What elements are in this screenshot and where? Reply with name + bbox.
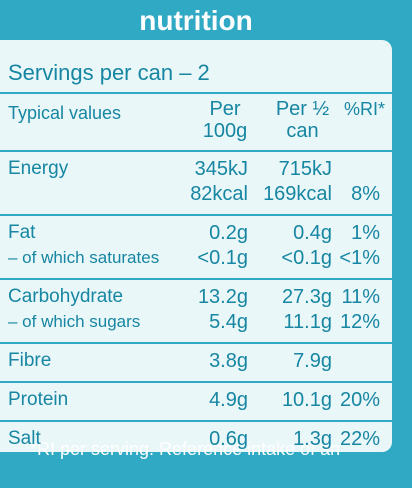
cell: 169kcal [263, 183, 332, 205]
cell: 1.3g [293, 428, 332, 450]
header-perhalf: Per ½ can [275, 98, 330, 142]
servings: Servings per can – 2 [8, 60, 210, 85]
cell: 13.2g [197, 286, 248, 308]
header-per100: Per 100g [202, 98, 248, 142]
header-label: Typical values [8, 103, 122, 123]
separator [0, 420, 392, 422]
row-label: – of which sugars [8, 312, 141, 331]
row-label: Fat [8, 222, 36, 243]
panel [0, 40, 392, 452]
cell: 345kJ [194, 158, 248, 180]
cell: <0.1g [197, 247, 248, 269]
cell: 8% [351, 183, 380, 205]
cell: 715kJ [278, 158, 332, 180]
footnote: *RI per serving. Reference intake of an [30, 439, 341, 459]
separator [0, 459, 392, 461]
cell: 4.9g [209, 389, 248, 411]
row-label: Salt [8, 428, 41, 449]
row-label: – of which saturates [8, 248, 160, 267]
separator [0, 150, 392, 152]
row-label: Fibre [8, 350, 52, 371]
cell: 5.4g [209, 311, 248, 333]
cell: 22% [339, 428, 380, 450]
cell: 0.2g [209, 222, 248, 244]
row-label: Carbohydrate [8, 286, 124, 307]
cell: 7.9g [293, 350, 332, 372]
cell: 11.1g [283, 311, 332, 333]
cell: 3.8g [209, 350, 248, 372]
cell: 0.6g [209, 428, 248, 450]
separator [0, 214, 392, 216]
cell: 20% [339, 389, 380, 411]
header-ri: %RI* [344, 99, 386, 119]
cell: 0.4g [293, 222, 332, 244]
row-label: Energy [8, 158, 69, 179]
separator [0, 92, 392, 94]
title: nutrition [139, 5, 253, 36]
cell: <0.1g [281, 247, 332, 269]
cell: 12% [339, 311, 380, 333]
separator [0, 381, 392, 383]
cell: 82kcal [190, 183, 248, 205]
separator [0, 278, 392, 280]
row-label: Protein [8, 389, 69, 410]
cell: 10.1g [281, 389, 332, 411]
cell: 27.3g [281, 286, 332, 308]
cell: 11% [341, 286, 380, 308]
cell: <1% [339, 247, 380, 269]
cell: 1% [351, 222, 380, 244]
separator [0, 342, 392, 344]
